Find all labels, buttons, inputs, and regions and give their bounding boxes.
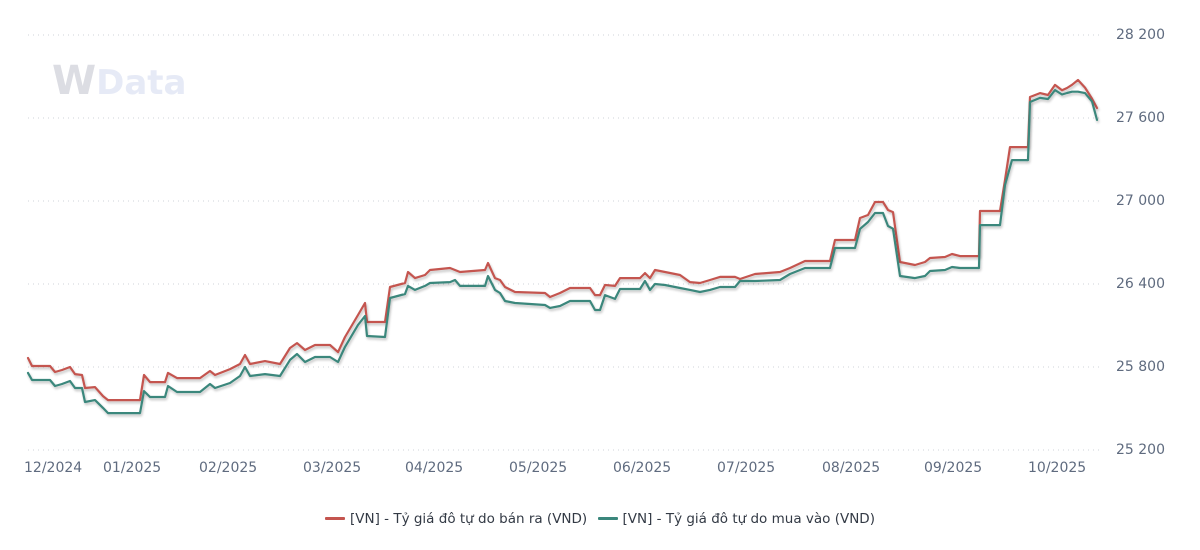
y-tick-label: 27 600 — [1116, 110, 1165, 126]
x-tick-label: 03/2025 — [303, 460, 362, 476]
y-tick-label: 26 400 — [1116, 276, 1165, 292]
sell-rate-line[interactable] — [26, 78, 1099, 402]
horizontal-gridlines — [28, 34, 1100, 451]
x-tick-label: 01/2025 — [103, 460, 162, 476]
legend-item-buy[interactable]: [VN] - Tỷ giá đô tự do mua vào (VND) — [597, 510, 875, 527]
x-tick-label: 12/2024 — [24, 460, 83, 476]
legend-buy-label: [VN] - Tỷ giá đô tự do mua vào (VND) — [622, 510, 875, 527]
x-tick-label: 10/2025 — [1028, 460, 1087, 476]
y-tick-label: 28 200 — [1116, 27, 1165, 43]
y-tick-label: 25 800 — [1116, 359, 1165, 375]
x-tick-label: 06/2025 — [613, 460, 672, 476]
y-tick-label: 25 200 — [1116, 442, 1165, 458]
x-tick-label: 02/2025 — [199, 460, 258, 476]
legend-sell-label: [VN] - Tỷ giá đô tự do bán ra (VND) — [350, 510, 588, 527]
sell-series-swatch-icon — [325, 517, 346, 520]
x-tick-label: 07/2025 — [717, 460, 776, 476]
buy-rate-line[interactable] — [26, 89, 1099, 415]
x-tick-label: 04/2025 — [405, 460, 464, 476]
chart-legend: [VN] - Tỷ giá đô tự do bán ra (VND) [VN]… — [0, 508, 1200, 527]
legend-item-sell[interactable]: [VN] - Tỷ giá đô tự do bán ra (VND) — [325, 511, 587, 527]
buy-series-swatch-icon — [597, 517, 618, 520]
x-tick-label: 09/2025 — [924, 460, 983, 476]
widata-watermark-logo: WData — [52, 58, 187, 104]
x-tick-label: 05/2025 — [509, 460, 568, 476]
y-tick-label: 27 000 — [1116, 193, 1165, 209]
x-tick-label: 08/2025 — [822, 460, 881, 476]
